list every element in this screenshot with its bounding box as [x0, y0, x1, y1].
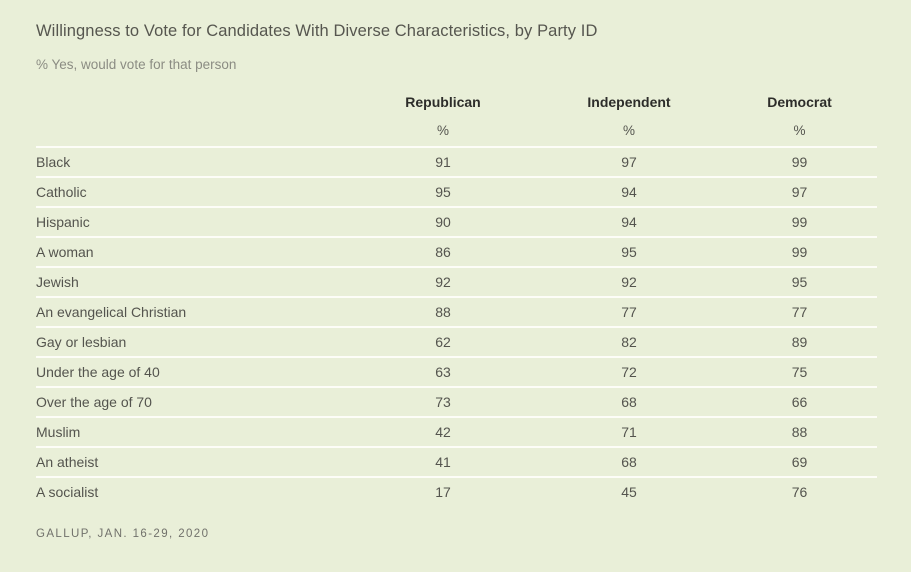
unit-label-republican: % — [436, 123, 449, 139]
table-row: Gay or lesbian 62 82 89 — [36, 325, 877, 356]
cell-democrat: 99 — [791, 213, 808, 230]
cell-independent: 68 — [621, 393, 637, 410]
cell-independent: 94 — [621, 183, 637, 200]
table-row: An atheist 41 68 69 — [36, 445, 877, 476]
table-row: Muslim 42 71 88 — [36, 415, 877, 446]
unit-label-democrat: % — [793, 123, 806, 139]
unit-label-independent: % — [622, 123, 635, 139]
cell-independent: 45 — [621, 483, 637, 500]
cell-republican: 86 — [435, 243, 451, 260]
cell-democrat: 76 — [791, 483, 808, 500]
cell-independent: 94 — [621, 213, 637, 230]
cell-independent: 68 — [621, 453, 637, 470]
table-row: Black 91 97 99 — [36, 145, 877, 176]
table-row: A socialist 17 45 76 — [36, 475, 877, 506]
cell-democrat: 69 — [791, 453, 808, 470]
cell-republican: 62 — [435, 333, 451, 350]
page-title: Willingness to Vote for Candidates With … — [36, 22, 598, 40]
cell-democrat: 99 — [791, 243, 808, 260]
column-header-independent: Independent — [587, 94, 671, 111]
cell-republican: 41 — [435, 453, 451, 470]
cell-independent: 82 — [621, 333, 637, 350]
table-row: Over the age of 70 73 68 66 — [36, 385, 877, 416]
table-row: A woman 86 95 99 — [36, 235, 877, 266]
cell-independent: 71 — [621, 423, 637, 440]
table-row: An evangelical Christian 88 77 77 — [36, 295, 877, 326]
cell-democrat: 75 — [791, 363, 808, 380]
cell-republican: 90 — [435, 213, 451, 230]
row-label: Black — [36, 153, 71, 170]
row-label: Hispanic — [36, 213, 90, 230]
cell-independent: 97 — [621, 153, 637, 170]
cell-republican: 73 — [435, 393, 451, 410]
table-row: Jewish 92 92 95 — [36, 265, 877, 296]
table-subtitle: % Yes, would vote for that person — [36, 56, 237, 72]
cell-independent: 77 — [621, 303, 637, 320]
cell-independent: 92 — [621, 273, 637, 290]
row-label: Muslim — [36, 423, 81, 440]
row-label: Over the age of 70 — [36, 393, 152, 410]
table-body: Black 91 97 99 Catholic 95 94 97 Hispani… — [36, 145, 877, 506]
cell-independent: 95 — [621, 243, 637, 260]
cell-democrat: 88 — [791, 423, 808, 440]
cell-independent: 72 — [621, 363, 637, 380]
row-label: Gay or lesbian — [36, 333, 127, 350]
cell-democrat: 99 — [791, 153, 808, 170]
table-row: Under the age of 40 63 72 75 — [36, 355, 877, 386]
column-header-republican: Republican — [405, 94, 481, 111]
cell-republican: 92 — [435, 273, 451, 290]
table-header: Republican Independent Democrat % % % — [36, 94, 877, 146]
column-header-democrat: Democrat — [767, 94, 832, 111]
cell-democrat: 97 — [791, 183, 808, 200]
cell-republican: 63 — [435, 363, 451, 380]
cell-democrat: 66 — [791, 393, 808, 410]
row-label: Jewish — [36, 273, 79, 290]
cell-republican: 88 — [435, 303, 451, 320]
row-label: A woman — [36, 243, 94, 260]
row-label: An atheist — [36, 453, 99, 470]
cell-republican: 17 — [435, 483, 451, 500]
source-note: GALLUP, JAN. 16-29, 2020 — [36, 527, 210, 540]
row-label: Catholic — [36, 183, 87, 200]
row-label: An evangelical Christian — [36, 303, 187, 320]
cell-republican: 42 — [435, 423, 451, 440]
table-row: Catholic 95 94 97 — [36, 175, 877, 206]
row-label: Under the age of 40 — [36, 363, 160, 380]
cell-republican: 91 — [435, 153, 451, 170]
table-row: Hispanic 90 94 99 — [36, 205, 877, 236]
row-label: A socialist — [36, 483, 99, 500]
cell-democrat: 95 — [791, 273, 808, 290]
cell-democrat: 77 — [791, 303, 808, 320]
cell-republican: 95 — [435, 183, 451, 200]
cell-democrat: 89 — [791, 333, 808, 350]
